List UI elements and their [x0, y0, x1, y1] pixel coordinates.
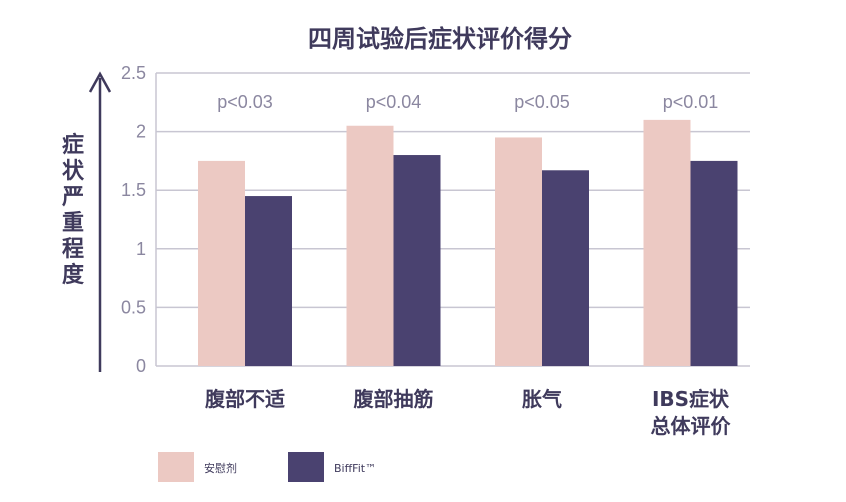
bar-placebo [346, 125, 394, 367]
legend: 安慰剂 BiffFit™ [158, 452, 376, 482]
y-tick-labels: 0 0.5 1 1.5 2 2.5 [121, 63, 146, 376]
y-tick-label: 2.5 [121, 63, 146, 83]
bar-biffit [393, 155, 441, 366]
bar-placebo [495, 137, 542, 366]
y-axis-label-char: 重 [62, 211, 84, 236]
y-tick-label: 0 [136, 356, 146, 376]
bar-biffit [690, 160, 738, 366]
p-value-label: p<0.05 [514, 92, 570, 112]
category-label: 腹部抽筋 [354, 387, 434, 411]
bars [198, 119, 738, 367]
y-axis-label-char: 度 [62, 262, 85, 288]
bar-biffit [542, 170, 589, 366]
legend-swatch-placebo [158, 452, 194, 482]
y-axis-label-char: 症 [62, 132, 84, 158]
p-value-label: p<0.03 [217, 92, 273, 112]
y-tick-label: 2 [136, 122, 146, 142]
category-label: 胀气 [522, 387, 562, 411]
p-value-label: p<0.04 [366, 92, 422, 112]
y-tick-label: 0.5 [121, 297, 146, 317]
category-label: IBS症状 [652, 387, 730, 411]
y-tick-label: 1.5 [121, 180, 146, 200]
bar-placebo [643, 119, 691, 366]
y-axis-label-char: 状 [62, 159, 85, 184]
p-value-label: p<0.01 [663, 92, 719, 112]
y-axis-label-char: 严 [62, 185, 84, 210]
category-label: 总体评价 [651, 414, 732, 438]
category-label: 腹部不适 [205, 387, 285, 411]
bar-biffit [245, 196, 292, 366]
legend-swatch-biffit [288, 452, 324, 482]
y-tick-label: 1 [136, 239, 146, 259]
legend-label-placebo: 安慰剂 [204, 461, 237, 475]
chart-title: 四周试验后症状评价得分 [308, 25, 572, 53]
bar-placebo [198, 160, 245, 366]
legend-label-biffit: BiffFit™ [334, 462, 376, 475]
y-axis-arrow [88, 71, 112, 372]
y-axis-label-char: 程 [62, 237, 84, 262]
p-value-annotations: p<0.03 p<0.04 p<0.05 p<0.01 [217, 92, 718, 112]
